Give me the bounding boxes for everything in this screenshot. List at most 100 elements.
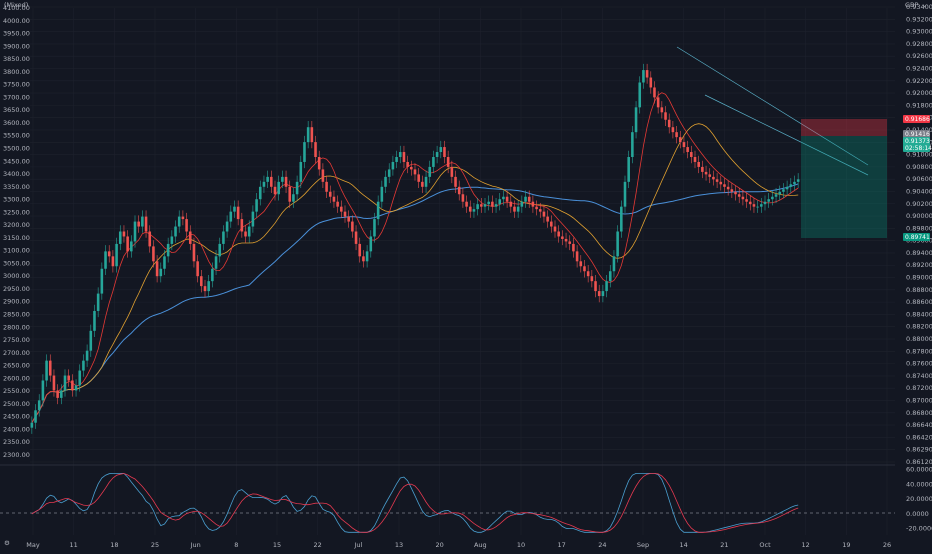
settings-icon[interactable]: ⚙ [4,539,10,547]
candle-body [376,201,380,220]
candle-body [273,186,277,195]
left-axis-title: (Mixed) [4,1,28,9]
candle-body [767,199,770,202]
candle-body [631,132,634,157]
candle-body [763,201,767,205]
candle-body [579,261,583,267]
candle-body [391,161,395,170]
candle-body [623,181,627,207]
candle-body [524,196,527,202]
right-tick-label: 0.86290 [906,446,932,454]
time-tick-label: 12 [802,541,810,549]
right-tick-label: 0.88400 [906,310,932,318]
candle-body [398,152,402,157]
time-tick-label: Jun [190,541,201,549]
right-price-axis[interactable]: 0.93400 0.93200 0.93000 0.92800 0.92600 0.924… [906,3,932,466]
candle-body [104,251,107,269]
candle-body [756,206,759,208]
candle-body [277,181,280,195]
candle-body [675,132,678,138]
candle-body [369,236,373,252]
candle-body [37,400,41,411]
candle-body [461,194,465,202]
candle-body [527,196,531,202]
time-tick-label: 24 [598,541,606,549]
time-tick-label: Jul [353,541,362,549]
candle-body [782,189,785,192]
candle-body [402,152,406,162]
right-tick-label: 0.87000 [906,397,932,405]
right-tick-label: 0.89000 [906,274,932,282]
left-tick-label: 2850.00 [3,311,30,319]
right-tick-label: 0.87600 [906,360,932,368]
candle-body [701,166,704,172]
time-axis[interactable]: May 11 18 25 Jun 8 15 22 Jul 13 20 Aug 10 17 24 Sep 14 21… [26,541,891,549]
candle-body [292,194,295,202]
candle-body [211,268,214,282]
candle-body [321,169,325,182]
candle-body [498,199,502,205]
right-tick-label: 0.92000 [906,89,932,97]
candle-body [30,422,34,428]
candle-body [520,201,524,207]
candle-body [170,236,174,244]
candle-body [476,204,479,210]
currency-label[interactable]: GBP [905,1,918,9]
right-tick-label: 0.91800 [906,101,932,109]
candle-body [174,226,177,237]
candle-body [686,147,689,153]
left-tick-label: 4100.00 [3,4,30,12]
candle-body [89,330,93,351]
candle-body [111,256,115,267]
candle-body [734,191,737,195]
candle-body [538,209,542,212]
candle-body [509,201,513,207]
candle-body [656,97,660,108]
candle-body [723,184,726,187]
left-tick-label: 2800.00 [3,323,30,331]
price-tag-label: 02:58:14 [905,145,932,152]
candle-body [137,221,140,227]
chevron-down-icon[interactable]: ⌄ [922,1,927,9]
candle-body [516,206,520,212]
candle-body [222,231,225,244]
candle-body [642,70,645,83]
left-tick-label: 3800.00 [3,68,30,76]
position-tool[interactable] [801,119,887,238]
candles [30,63,800,434]
candle-body [141,216,144,227]
right-tick-label: 0.88600 [906,298,932,306]
right-tick-label: 0.86800 [906,409,932,417]
ma-slow-line [31,183,799,423]
osc-tick-label: -20.0000 [906,525,932,533]
candle-body [612,256,616,272]
time-tick-label: 10 [517,541,525,549]
candle-body [48,360,52,376]
candle-body [203,286,207,292]
left-tick-label: 2550.00 [3,387,30,395]
candle-body [704,171,708,175]
candle-body [188,231,192,244]
candle-body [719,181,723,185]
candle-body [225,221,229,232]
left-tick-label: 3750.00 [3,81,30,89]
candle-body [130,241,133,252]
candle-body [96,293,100,311]
candle-body [620,206,623,232]
candle-body [340,206,343,212]
candle-body [354,231,358,244]
right-tick-label: 0.88800 [906,286,932,294]
candle-body [535,206,538,210]
candle-body [218,243,222,257]
candle-body [100,268,104,294]
ma-mid-line [31,123,799,423]
candle-body [251,211,255,227]
left-tick-label: 2500.00 [3,400,30,408]
time-tick-label: Aug [474,541,487,549]
candle-body [255,199,258,212]
price-tag [903,130,930,138]
candle-body [616,231,619,257]
candle-body [325,181,328,192]
